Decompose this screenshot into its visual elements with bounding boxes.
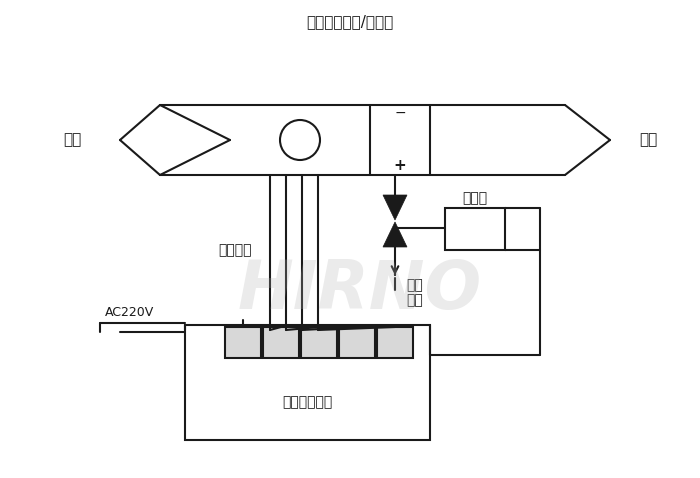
Text: 火阀低中高零: 火阀低中高零 xyxy=(282,395,332,409)
Text: 水水: 水水 xyxy=(407,293,424,307)
Text: 供回: 供回 xyxy=(407,278,424,292)
Bar xyxy=(445,208,505,250)
Bar xyxy=(377,327,413,358)
Bar xyxy=(263,327,299,358)
Bar xyxy=(185,325,430,440)
Text: 回风: 回风 xyxy=(63,132,81,148)
Text: HIRNO: HIRNO xyxy=(238,257,482,323)
Text: 电动阀: 电动阀 xyxy=(463,191,488,205)
Text: +: + xyxy=(393,157,407,173)
Bar xyxy=(339,327,375,358)
Bar xyxy=(301,327,337,358)
Bar xyxy=(225,327,261,358)
Text: −: − xyxy=(394,106,406,120)
Text: AC220V: AC220V xyxy=(105,306,154,319)
Text: 送风: 送风 xyxy=(639,132,657,148)
Polygon shape xyxy=(383,195,407,220)
Text: 低中高零: 低中高零 xyxy=(218,243,252,257)
Polygon shape xyxy=(383,222,407,247)
Text: （二管制冷热/合用）: （二管制冷热/合用） xyxy=(307,14,393,30)
